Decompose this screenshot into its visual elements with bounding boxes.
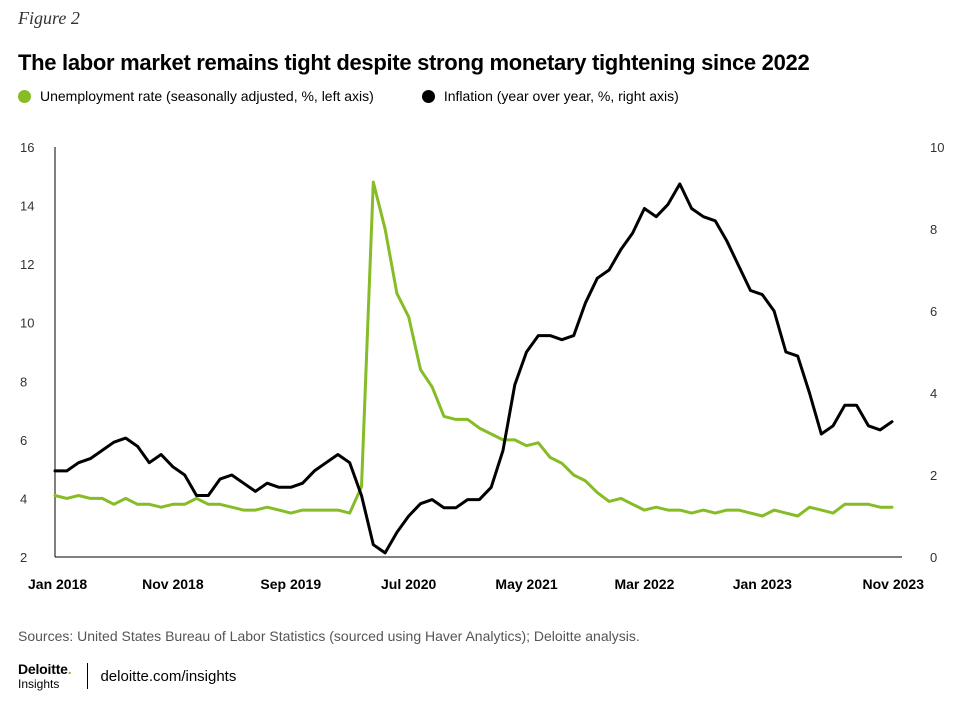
right-axis-tick-label: 10	[930, 140, 944, 155]
footer: Deloitte. Insights deloitte.com/insights	[18, 662, 236, 690]
figure-label: Figure 2	[18, 8, 80, 28]
brand-dot: .	[67, 661, 72, 677]
site-link[interactable]: deloitte.com/insights	[100, 667, 237, 685]
left-axis-tick-label: 4	[20, 491, 27, 506]
legend-swatch-inflation	[421, 89, 435, 103]
inflation-line	[53, 182, 894, 555]
left-axis-tick-label: 16	[20, 140, 34, 155]
deloitte-insights-logo: Deloitte. Insights	[18, 661, 72, 691]
left-axis-tick-label: 8	[20, 374, 27, 389]
right-axis-tick-label: 2	[930, 468, 937, 483]
left-axis-tick-label: 14	[20, 199, 34, 214]
x-axis-tick-label: Jan 2023	[733, 576, 792, 592]
right-axis-tick-label: 4	[930, 386, 937, 401]
brand-sub: Insights	[18, 677, 60, 691]
legend-item-inflation: Inflation (year over year, %, right axis…	[421, 88, 679, 104]
x-axis-tick-label: May 2021	[495, 576, 557, 592]
brand-word: Deloitte	[18, 661, 68, 677]
right-axis-tick-label: 0	[930, 550, 937, 565]
x-axis-tick-label: Mar 2022	[614, 576, 674, 592]
x-axis-tick-label: Nov 2018	[142, 576, 204, 592]
right-axis-tick-label: 8	[930, 222, 937, 237]
right-axis-tick-label: 6	[930, 304, 937, 319]
chart-legend: Unemployment rate (seasonally adjusted, …	[18, 88, 727, 104]
x-axis-tick-label: Jul 2020	[381, 576, 436, 592]
sources-note: Sources: United States Bureau of Labor S…	[18, 628, 640, 644]
x-axis-tick-label: Sep 2019	[260, 576, 321, 592]
brand-name: Deloitte.	[18, 661, 72, 677]
x-axis-tick-label: Jan 2018	[28, 576, 87, 592]
left-axis-tick-label: 10	[20, 316, 34, 331]
footer-divider	[87, 663, 89, 689]
unemployment-line	[53, 180, 894, 518]
left-axis-tick-label: 2	[20, 550, 27, 565]
legend-item-unemployment: Unemployment rate (seasonally adjusted, …	[18, 88, 374, 104]
chart-title: The labor market remains tight despite s…	[18, 50, 810, 75]
line-chart: 2 4 6 8 10 12 14 16 0 2 4 6 8 10 Jan 2018 Nov 2018 Sep 2…	[20, 140, 944, 592]
legend-label-inflation: Inflation (year over year, %, right axis…	[443, 88, 679, 104]
legend-swatch-unemployment	[18, 89, 31, 103]
legend-label-unemployment: Unemployment rate (seasonally adjusted, …	[40, 88, 374, 104]
left-axis-tick-label: 6	[20, 433, 27, 448]
x-axis-tick-label: Nov 2023	[863, 576, 925, 592]
left-axis-tick-label: 12	[20, 257, 34, 272]
